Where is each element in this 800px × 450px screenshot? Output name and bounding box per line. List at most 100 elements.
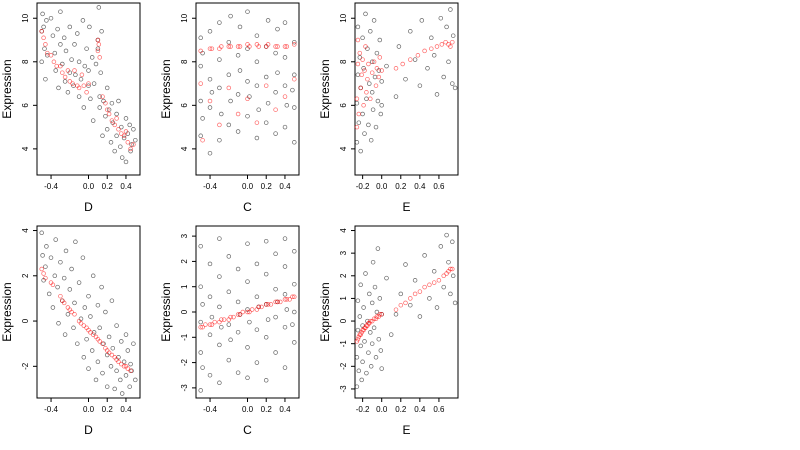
observed-point: [108, 364, 114, 369]
y-axis-title: Expression: [159, 59, 173, 118]
fitted-point: [114, 116, 119, 121]
observed-point: [419, 18, 425, 23]
observed-point: [198, 35, 203, 41]
observed-point: [69, 57, 74, 62]
observed-point: [284, 307, 290, 312]
observed-point: [93, 377, 99, 383]
observed-point: [369, 90, 375, 95]
fitted-point: [256, 44, 261, 49]
observed-point: [360, 111, 365, 117]
x-tick-label: 0.4: [414, 182, 426, 191]
observed-point: [355, 298, 361, 303]
fitted-point: [97, 339, 102, 344]
fitted-point: [284, 297, 290, 302]
observed-point: [431, 269, 437, 274]
fitted-point: [79, 72, 85, 78]
observed-point: [53, 237, 58, 242]
fitted-point: [287, 297, 292, 302]
observed-point: [72, 42, 77, 47]
fitted-point: [256, 304, 261, 310]
fitted-point: [95, 48, 101, 54]
observed-point: [357, 55, 363, 60]
fitted-point: [259, 304, 264, 310]
observed-point: [48, 255, 54, 260]
observed-point: [217, 380, 222, 386]
fitted-point: [354, 96, 360, 102]
observed-point: [219, 111, 224, 117]
fitted-point: [78, 321, 84, 326]
observed-point: [245, 375, 250, 381]
fitted-point: [273, 299, 278, 305]
fitted-point: [100, 94, 105, 99]
observed-point: [361, 66, 366, 71]
fitted-point: [371, 59, 377, 65]
observed-point: [118, 377, 123, 383]
observed-point: [396, 44, 402, 49]
y-tick-label: 2: [21, 273, 30, 278]
fitted-point: [245, 309, 250, 315]
fitted-point: [121, 133, 127, 139]
x-axis-title: D: [84, 423, 93, 437]
observed-points: [354, 7, 458, 154]
observed-point: [89, 348, 95, 353]
fitted-point: [292, 42, 297, 47]
observed-point: [63, 248, 69, 254]
fitted-point: [237, 44, 243, 49]
observed-point: [282, 264, 288, 269]
x-tick-label: 0.4: [120, 405, 132, 414]
observed-point: [354, 355, 360, 360]
observed-point: [209, 314, 215, 320]
observed-point: [273, 50, 278, 56]
y-tick-label: 6: [21, 103, 30, 108]
observed-point: [273, 251, 278, 257]
observed-point: [356, 368, 362, 374]
fitted-point: [263, 302, 269, 307]
observed-point: [388, 332, 394, 337]
observed-point: [275, 26, 280, 32]
observed-point: [119, 391, 125, 396]
observed-point: [360, 35, 365, 41]
observed-point: [50, 305, 56, 310]
fitted-point: [282, 44, 288, 49]
fitted-point: [103, 100, 108, 106]
observed-point: [444, 232, 449, 238]
observed-point: [254, 261, 260, 267]
observed-point: [226, 72, 232, 78]
observed-point: [61, 35, 67, 41]
observed-point: [81, 355, 87, 360]
observed-point: [254, 327, 260, 332]
observed-point: [427, 296, 432, 301]
fitted-point: [128, 146, 133, 152]
fitted-point: [88, 330, 93, 335]
x-tick-label: -0.2: [356, 405, 370, 414]
fitted-point: [429, 46, 434, 51]
observed-point: [368, 137, 374, 143]
fitted-point: [58, 293, 63, 299]
observed-point: [131, 127, 136, 132]
observed-point: [128, 361, 133, 367]
observed-point: [357, 314, 363, 319]
fitted-point: [50, 282, 56, 288]
observed-point: [273, 131, 278, 136]
x-tick-label: 0.2: [261, 182, 273, 191]
fitted-point: [45, 50, 50, 56]
observed-point: [207, 105, 213, 110]
fitted-point: [443, 39, 448, 45]
observed-point: [360, 359, 365, 365]
observed-point: [373, 355, 379, 360]
observed-point: [254, 33, 260, 38]
observed-point: [207, 150, 213, 156]
y-tick-label: 1: [339, 296, 348, 301]
fitted-point: [119, 131, 124, 136]
fitted-point: [231, 314, 236, 320]
fitted-point: [355, 37, 361, 43]
observed-point: [265, 18, 271, 23]
fitted-point: [408, 57, 413, 62]
observed-point: [256, 107, 261, 112]
observed-point: [245, 9, 250, 14]
y-tick-label: -2: [21, 362, 30, 370]
observed-point: [265, 317, 271, 322]
observed-point: [99, 284, 104, 290]
fitted-point: [371, 316, 377, 322]
